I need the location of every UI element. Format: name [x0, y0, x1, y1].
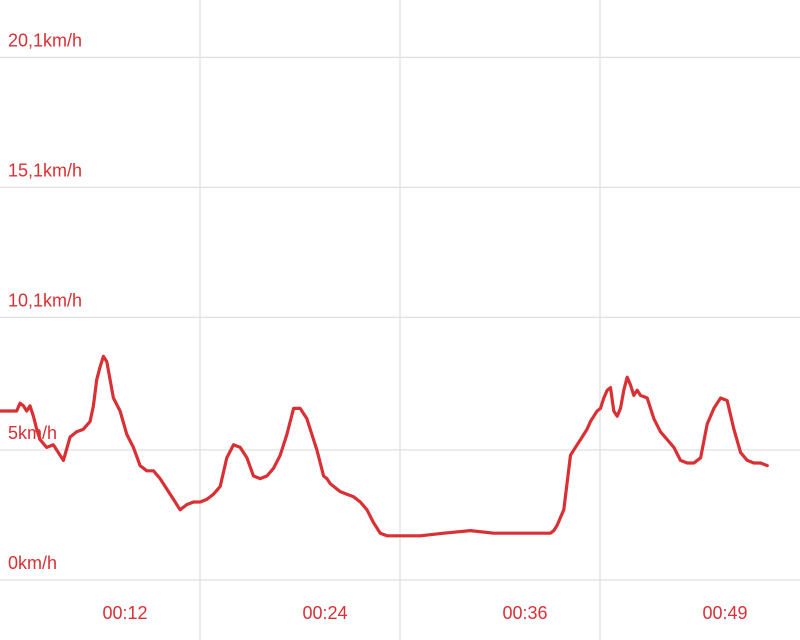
y-tick-label-2: 10,1km/h [8, 290, 82, 310]
x-tick-label-1: 00:24 [302, 603, 347, 623]
series-group [0, 354, 769, 538]
y-axis-tick-labels: 0km/h 5km/h 10,1km/h 15,1km/h 20,1km/h [8, 30, 82, 573]
x-tick-label-3: 00:49 [702, 603, 747, 623]
x-tick-label-2: 00:36 [502, 603, 547, 623]
y-tick-label-4: 20,1km/h [8, 30, 82, 50]
y-tick-label-0: 0km/h [8, 553, 57, 573]
x-axis-tick-labels: 00:12 00:24 00:36 00:49 [102, 603, 747, 623]
speed-series-line [0, 354, 769, 538]
vertical-gridlines [199, 0, 601, 640]
y-tick-label-3: 15,1km/h [8, 160, 82, 180]
y-tick-label-1: 5km/h [8, 423, 57, 443]
x-tick-label-0: 00:12 [102, 603, 147, 623]
